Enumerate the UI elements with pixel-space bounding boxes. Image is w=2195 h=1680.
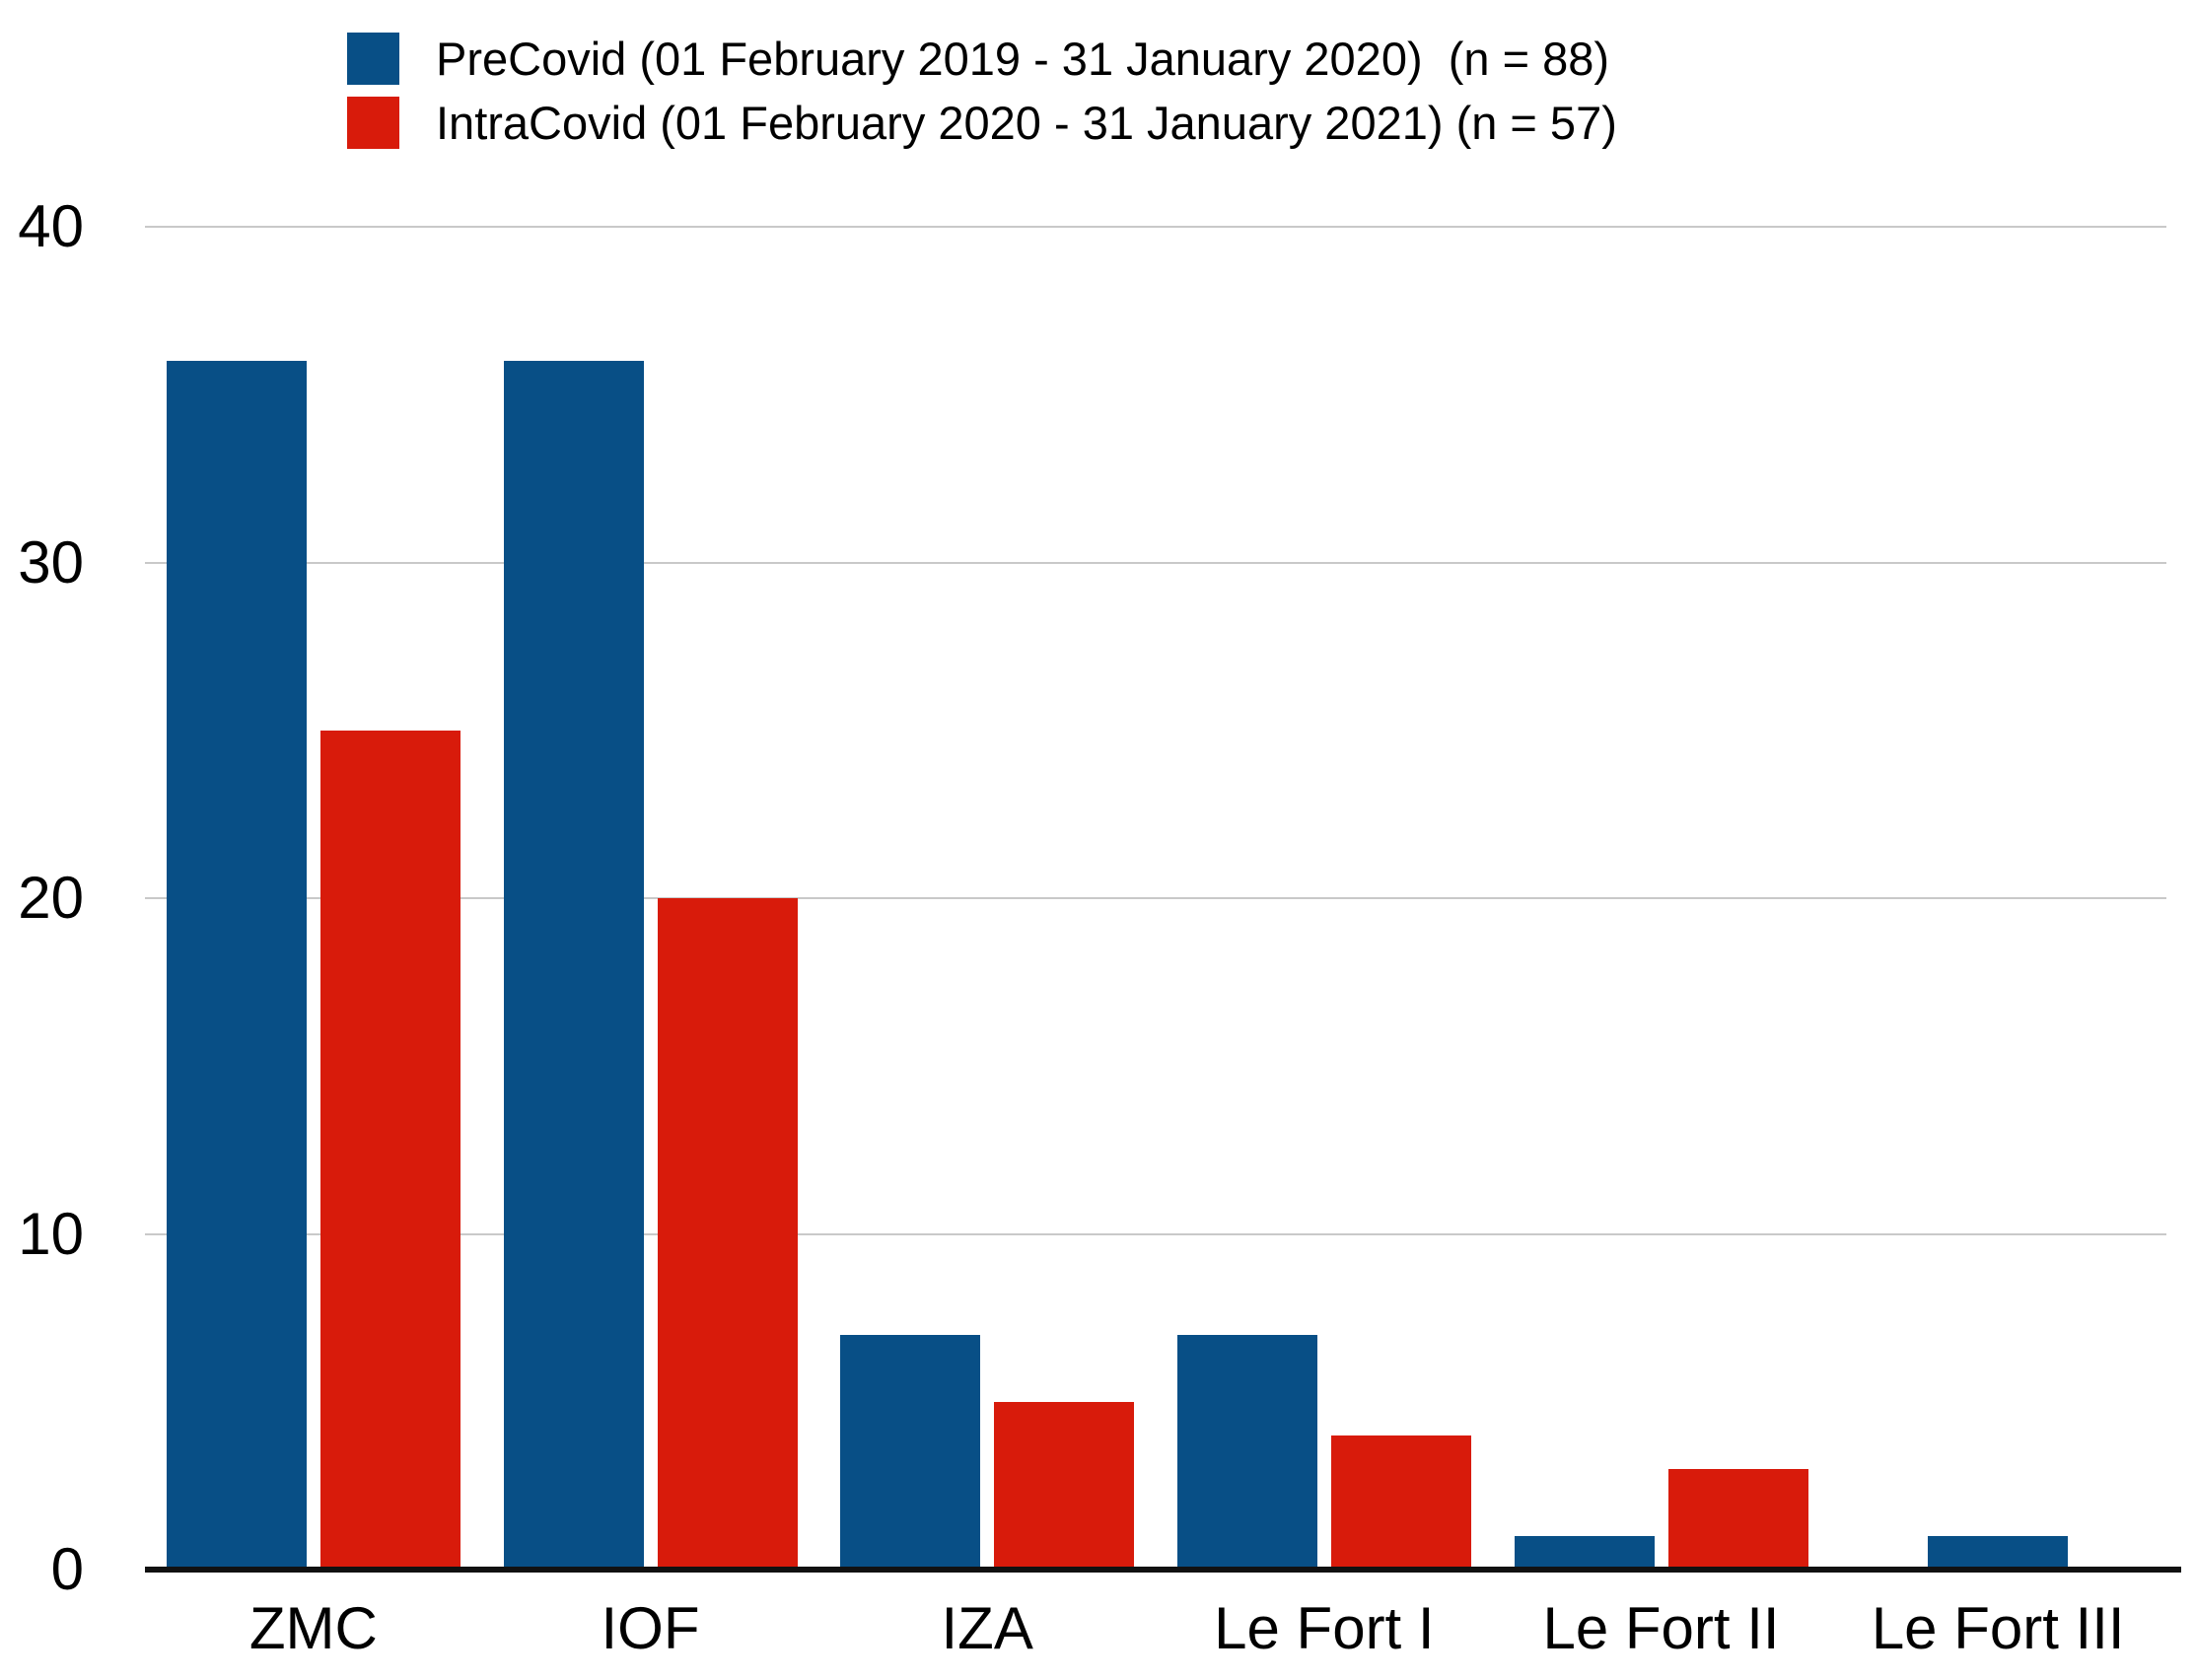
bar-group-le-fort-iii	[1829, 227, 2166, 1570]
x-label-iof: IOF	[601, 1595, 700, 1661]
bar-intracovid-zmc	[319, 731, 460, 1570]
legend-label-precovid: PreCovid (01 February 2019 - 31 January …	[436, 33, 1610, 85]
bar-precovid-le-fort-ii	[1514, 1536, 1655, 1570]
legend-label-intracovid: IntraCovid (01 February 2020 - 31 Januar…	[436, 97, 1617, 149]
intracovid-swatch	[347, 97, 399, 149]
bar-group-le-fort-ii	[1493, 227, 1830, 1570]
bar-intracovid-iza	[994, 1402, 1135, 1570]
bar-precovid-le-fort-i	[1176, 1335, 1317, 1570]
gridline-30	[145, 561, 2166, 564]
bar-group-zmc	[145, 227, 482, 1570]
x-axis-labels: ZMC IOF IZA Le Fort I Le Fort II Le Fort III	[145, 1599, 2166, 1658]
bar-intracovid-le-fort-i	[1330, 1435, 1471, 1570]
x-axis-line	[145, 1567, 2181, 1573]
legend: PreCovid (01 February 2019 - 31 January …	[347, 33, 1617, 149]
legend-item-precovid: PreCovid (01 February 2019 - 31 January …	[347, 33, 1617, 85]
y-tick-label-10: 10	[18, 1200, 84, 1267]
gridline-10	[145, 1232, 2166, 1235]
bar-group-le-fort-i	[1156, 227, 1493, 1570]
y-tick-label-30: 30	[18, 528, 84, 595]
gridline-40	[145, 226, 2166, 228]
bar-group-iof	[482, 227, 819, 1570]
bar-intracovid-le-fort-ii	[1667, 1469, 1808, 1570]
x-label-iza: IZA	[941, 1595, 1033, 1661]
bar-intracovid-iof	[657, 898, 798, 1570]
bar-precovid-iza	[840, 1335, 981, 1570]
precovid-swatch	[347, 33, 399, 85]
plot-area	[145, 226, 2181, 1573]
x-label-le-fort-iii: Le Fort III	[1871, 1595, 2125, 1661]
y-tick-label-0: 0	[50, 1536, 84, 1602]
y-tick-label-40: 40	[18, 193, 84, 259]
x-label-le-fort-ii: Le Fort II	[1542, 1595, 1780, 1661]
bars-row	[145, 227, 2166, 1570]
gridline-20	[145, 897, 2166, 899]
bar-precovid-iof	[503, 361, 644, 1570]
bar-group-iza	[818, 227, 1156, 1570]
x-label-le-fort-i: Le Fort I	[1214, 1595, 1435, 1661]
y-tick-label-20: 20	[18, 865, 84, 931]
bar-precovid-le-fort-iii	[1928, 1536, 2069, 1570]
legend-item-intracovid: IntraCovid (01 February 2020 - 31 Januar…	[347, 97, 1617, 149]
x-label-zmc: ZMC	[248, 1595, 378, 1661]
bar-precovid-zmc	[166, 361, 307, 1570]
